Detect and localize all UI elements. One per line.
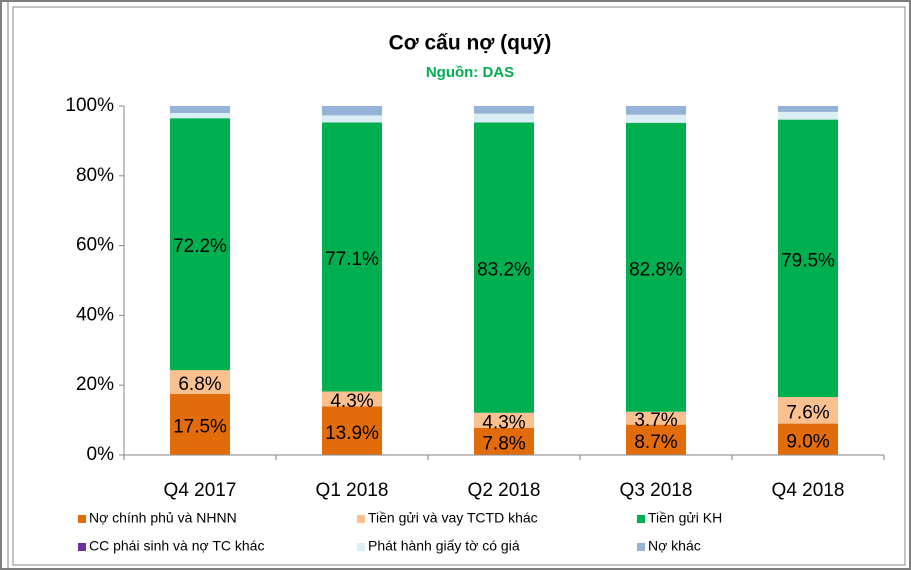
legend-swatch bbox=[357, 543, 365, 551]
legend-label: Nợ khác bbox=[648, 538, 701, 554]
data-label: 3.7% bbox=[634, 410, 677, 431]
data-label: 17.5% bbox=[173, 416, 227, 437]
bar-segment bbox=[626, 424, 686, 455]
chart-subtitle: Nguồn: DAS bbox=[426, 64, 514, 81]
bar-segment bbox=[322, 391, 382, 407]
data-label: 13.9% bbox=[325, 423, 379, 444]
data-label: 83.2% bbox=[477, 260, 531, 281]
legend-label: CC phái sinh và nợ TC khác bbox=[89, 538, 264, 554]
bar-segment bbox=[626, 114, 686, 123]
x-tick-label: Q1 2018 bbox=[316, 480, 389, 501]
bar-segment bbox=[778, 423, 838, 455]
bar-segment bbox=[170, 370, 230, 394]
x-tick-label: Q3 2018 bbox=[620, 480, 693, 501]
legend-label: Nợ chính phủ và NHNN bbox=[89, 510, 237, 526]
bar-segment bbox=[778, 119, 838, 398]
y-tick-label: 60% bbox=[76, 235, 114, 256]
bar-segment bbox=[474, 106, 534, 114]
data-label: 72.2% bbox=[173, 236, 227, 257]
legend-swatch bbox=[78, 515, 86, 523]
data-label: 6.8% bbox=[178, 374, 221, 395]
legend-swatch bbox=[637, 515, 645, 523]
legend-swatch bbox=[357, 515, 365, 523]
bar-segment bbox=[170, 112, 230, 119]
y-tick-label: 100% bbox=[65, 95, 114, 116]
bar-segment bbox=[170, 118, 230, 371]
bar-segment bbox=[626, 122, 686, 412]
data-label: 4.3% bbox=[482, 412, 525, 433]
bar-segment bbox=[322, 406, 382, 455]
bar-segment bbox=[474, 122, 534, 413]
data-label: 79.5% bbox=[781, 250, 835, 271]
bar-segment bbox=[170, 393, 230, 455]
bar-segment bbox=[474, 113, 534, 123]
legend-label: Tiền gửi và vay TCTD khác bbox=[368, 510, 538, 526]
data-label: 7.6% bbox=[786, 402, 829, 423]
bar-segment bbox=[474, 427, 534, 455]
y-tick-label: 80% bbox=[76, 165, 114, 186]
x-tick-label: Q4 2018 bbox=[772, 480, 845, 501]
data-label: 77.1% bbox=[325, 249, 379, 270]
bar-segment bbox=[474, 412, 534, 428]
data-label: 82.8% bbox=[629, 259, 683, 280]
legend-label: Tiền gửi KH bbox=[648, 510, 722, 526]
y-tick-label: 20% bbox=[76, 374, 114, 395]
legend-label: Phát hành giấy tờ có giá bbox=[368, 538, 520, 554]
y-tick-label: 40% bbox=[76, 304, 114, 325]
bar-segment bbox=[626, 106, 686, 115]
bar-segment bbox=[778, 397, 838, 424]
bar-segment bbox=[778, 111, 838, 120]
data-label: 7.8% bbox=[482, 433, 525, 454]
legend-swatch bbox=[78, 543, 86, 551]
data-label: 4.3% bbox=[330, 391, 373, 412]
bar-segment bbox=[170, 106, 230, 113]
bar-segment bbox=[322, 106, 382, 116]
bar-segment bbox=[322, 115, 382, 123]
bar-segment bbox=[322, 122, 382, 392]
chart-title: Cơ cấu nợ (quý) bbox=[389, 32, 552, 55]
y-tick-label: 0% bbox=[87, 444, 115, 465]
bar-segment bbox=[778, 106, 838, 112]
chart-frame bbox=[12, 6, 906, 566]
data-label: 8.7% bbox=[634, 432, 677, 453]
data-label: 9.0% bbox=[786, 431, 829, 452]
legend-swatch bbox=[637, 543, 645, 551]
x-tick-label: Q4 2017 bbox=[164, 480, 237, 501]
bar-segment bbox=[626, 411, 686, 425]
x-tick-label: Q2 2018 bbox=[468, 480, 541, 501]
